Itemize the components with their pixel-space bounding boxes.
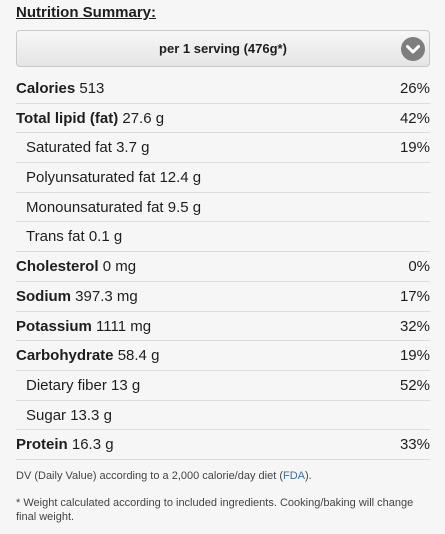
nutrient-cell: Calories 513 bbox=[16, 74, 104, 103]
nutrient-amount: 3.7 g bbox=[116, 139, 150, 157]
nutrient-name: Calories bbox=[16, 80, 76, 97]
nutrient-name: Saturated fat bbox=[26, 139, 112, 157]
nutrient-amount: 58.4 g bbox=[117, 347, 160, 365]
fda-link[interactable]: FDA bbox=[283, 470, 305, 482]
nutrient-row: Cholesterol 0 mg 0% bbox=[16, 252, 430, 282]
nutrient-row: Sodium 397.3 mg 17% bbox=[16, 282, 430, 312]
nutrient-name: Total lipid (fat) bbox=[16, 109, 119, 127]
daily-value-note-text: DV (Daily Value) according to a 2,000 ca… bbox=[16, 470, 283, 482]
nutrient-name: Cholesterol bbox=[16, 258, 99, 276]
nutrient-name: Monounsaturated fat bbox=[26, 198, 164, 216]
nutrient-cell: Monounsaturated fat 9.5 g bbox=[16, 193, 201, 222]
nutrient-amount: 0.1 g bbox=[88, 228, 123, 246]
nutrient-amount: 1111 mg bbox=[96, 317, 152, 335]
nutrient-row: Total lipid (fat) 27.6 g 42% bbox=[16, 104, 430, 134]
nutrient-cell: Dietary fiber 13 g bbox=[16, 371, 140, 400]
nutrition-table: Calories 513 26% Total lipid (fat) 27.6 g 4… bbox=[16, 74, 430, 460]
daily-value-percent: 0% bbox=[408, 258, 430, 276]
nutrient-amount: 0 mg bbox=[102, 258, 137, 276]
daily-value-note: DV (Daily Value) according to a 2,000 ca… bbox=[16, 470, 312, 482]
daily-value-percent: 52% bbox=[399, 376, 430, 394]
nutrient-name: Potassium bbox=[16, 317, 92, 335]
nutrient-name: Polyunsaturated fat bbox=[26, 169, 156, 187]
nutrient-row: Trans fat 0.1 g bbox=[16, 222, 430, 253]
nutrient-row: Potassium 1111 mg 32% bbox=[16, 312, 430, 342]
daily-value-percent: 26% bbox=[399, 80, 430, 97]
nutrient-row: Calories 513 26% bbox=[16, 74, 430, 104]
daily-value-percent: 42% bbox=[399, 109, 430, 127]
serving-size-label: per 1 serving (476g*) bbox=[159, 41, 287, 56]
nutrient-cell: Saturated fat 3.7 g bbox=[16, 133, 149, 162]
nutrient-row: Sugar 13.3 g bbox=[16, 401, 430, 431]
nutrient-row: Carbohydrate 58.4 g 19% bbox=[16, 341, 430, 371]
chevron-down-icon[interactable] bbox=[401, 37, 425, 61]
nutrient-cell: Trans fat 0.1 g bbox=[16, 222, 122, 251]
nutrient-row: Monounsaturated fat 9.5 g bbox=[16, 193, 430, 223]
nutrient-amount: 27.6 g bbox=[122, 109, 165, 127]
nutrient-cell: Cholesterol 0 mg bbox=[16, 252, 136, 281]
nutrient-name: Protein bbox=[16, 436, 68, 454]
nutrient-amount: 397.3 mg bbox=[75, 287, 138, 305]
nutrient-row: Protein 16.3 g 33% bbox=[16, 430, 430, 460]
nutrient-name: Sodium bbox=[16, 287, 71, 305]
nutrient-name: Trans fat bbox=[26, 228, 85, 246]
daily-value-note-end: ). bbox=[305, 470, 312, 482]
nutrient-amount: 9.5 g bbox=[167, 198, 202, 216]
nutrient-cell: Protein 16.3 g bbox=[16, 430, 114, 459]
nutrient-name: Carbohydrate bbox=[16, 347, 114, 365]
daily-value-percent: 19% bbox=[399, 139, 430, 157]
daily-value-percent: 33% bbox=[399, 436, 430, 454]
nutrient-row: Dietary fiber 13 g 52% bbox=[16, 371, 430, 401]
page-title: Nutrition Summary: bbox=[16, 4, 157, 21]
nutrient-amount: 12.4 g bbox=[159, 169, 202, 187]
daily-value-percent: 17% bbox=[399, 287, 430, 305]
nutrient-amount: 13 g bbox=[111, 376, 141, 394]
nutrient-cell: Carbohydrate 58.4 g bbox=[16, 341, 159, 370]
nutrient-name: Dietary fiber bbox=[26, 376, 107, 394]
nutrient-row: Saturated fat 3.7 g 19% bbox=[16, 133, 430, 164]
nutrient-name: Sugar bbox=[26, 406, 67, 424]
daily-value-percent: 32% bbox=[399, 317, 430, 335]
daily-value-percent: 19% bbox=[399, 347, 430, 365]
serving-size-select[interactable]: per 1 serving (476g*) bbox=[16, 30, 430, 67]
nutrient-amount: 513 bbox=[79, 80, 105, 97]
nutrient-cell: Potassium 1111 mg bbox=[16, 312, 151, 341]
nutrient-cell: Polyunsaturated fat 12.4 g bbox=[16, 163, 201, 192]
weight-note: * Weight calculated according to include… bbox=[16, 497, 414, 523]
nutrient-cell: Sodium 397.3 mg bbox=[16, 282, 138, 311]
nutrient-row: Polyunsaturated fat 12.4 g bbox=[16, 163, 430, 193]
nutrient-cell: Total lipid (fat) 27.6 g bbox=[16, 104, 164, 133]
nutrient-amount: 16.3 g bbox=[71, 436, 114, 454]
nutrient-amount: 13.3 g bbox=[70, 406, 112, 424]
nutrient-cell: Sugar 13.3 g bbox=[16, 401, 112, 430]
